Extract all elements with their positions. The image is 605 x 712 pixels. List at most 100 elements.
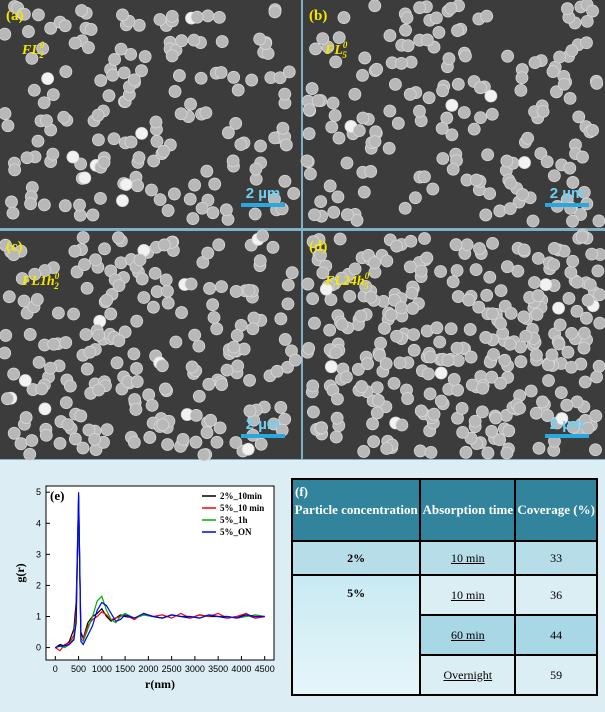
particle [563, 91, 577, 105]
particle [374, 336, 387, 350]
particle [393, 356, 407, 370]
particle [80, 281, 94, 295]
sample-sub: 5 [364, 281, 369, 291]
particle [575, 230, 589, 244]
particle [327, 205, 341, 219]
particle [311, 94, 325, 108]
particle [519, 329, 533, 343]
particle [302, 127, 316, 141]
sample-label: FL0 2 [21, 40, 45, 60]
particle [550, 85, 563, 99]
particle [503, 202, 517, 216]
sample-sup: 0 [55, 271, 60, 281]
particle [31, 134, 45, 148]
particle [474, 111, 487, 125]
particle [485, 307, 499, 321]
particle [367, 435, 381, 449]
particle [401, 39, 415, 53]
particle [92, 328, 105, 342]
particle [188, 328, 202, 342]
particle [580, 36, 593, 50]
particle [400, 11, 414, 25]
particle [278, 333, 292, 346]
particle [424, 350, 437, 364]
x-tick-label: 1500 [115, 664, 135, 674]
particle [364, 290, 378, 304]
particle [578, 375, 592, 389]
particle [94, 191, 107, 205]
particle [157, 238, 171, 252]
particle [274, 312, 288, 326]
particle [204, 413, 217, 427]
particle [493, 204, 507, 218]
particle [159, 273, 173, 287]
particle [230, 329, 244, 342]
particle [192, 389, 206, 403]
particle [97, 155, 111, 169]
scale-bar-label: 2 µm [550, 185, 585, 202]
particle [145, 183, 158, 197]
particle [547, 169, 561, 183]
particle [35, 382, 49, 396]
particle [517, 310, 531, 324]
particle [306, 292, 320, 306]
panel-label: (b) [309, 8, 327, 24]
particle [484, 89, 498, 103]
particle [256, 229, 269, 243]
particle [356, 111, 370, 125]
particle [176, 432, 190, 446]
particle [116, 194, 129, 208]
particle [132, 151, 146, 164]
particle [38, 402, 52, 416]
sample-sup: 0 [40, 40, 45, 50]
panel-label: (a) [6, 8, 24, 24]
header-cell: Absorption time [419, 478, 517, 542]
particle [142, 388, 156, 402]
particle [41, 72, 55, 86]
particle [326, 96, 340, 110]
particle [593, 316, 605, 330]
particle [314, 248, 327, 262]
particle [401, 392, 414, 405]
particle [395, 418, 409, 432]
particle [200, 426, 214, 439]
particle [348, 87, 362, 101]
sem-image [0, 229, 302, 462]
particle [427, 407, 441, 421]
particle [323, 179, 337, 193]
particle [555, 412, 569, 425]
particle [500, 446, 514, 460]
particle [480, 288, 494, 302]
particle [37, 96, 51, 110]
particle [553, 318, 567, 332]
scale-bar-label: 2 µm [246, 185, 281, 202]
particle [112, 279, 126, 293]
particle [570, 304, 584, 318]
particle [483, 187, 497, 201]
particle [462, 293, 476, 307]
particle [335, 318, 349, 331]
particle [20, 151, 34, 165]
scale-bar-label: 2 µm [550, 416, 585, 433]
particle [498, 353, 512, 367]
particle [302, 103, 316, 117]
particle [531, 289, 545, 303]
particle [445, 128, 459, 142]
sample-name: FL [21, 43, 40, 58]
particle [586, 4, 599, 18]
particle [200, 164, 214, 178]
particle [270, 364, 284, 378]
scale-bar [545, 434, 589, 438]
particle [249, 162, 263, 176]
particle [288, 353, 302, 367]
particle [383, 29, 397, 42]
particle [148, 267, 162, 280]
particle [422, 91, 436, 105]
coverage-table: Particle concentration Absorption time C… [290, 478, 598, 696]
particle [562, 291, 576, 305]
particle [94, 74, 108, 87]
particle [494, 317, 507, 330]
particle [332, 31, 346, 45]
panel-label: (d) [309, 239, 327, 255]
particle [378, 321, 391, 335]
